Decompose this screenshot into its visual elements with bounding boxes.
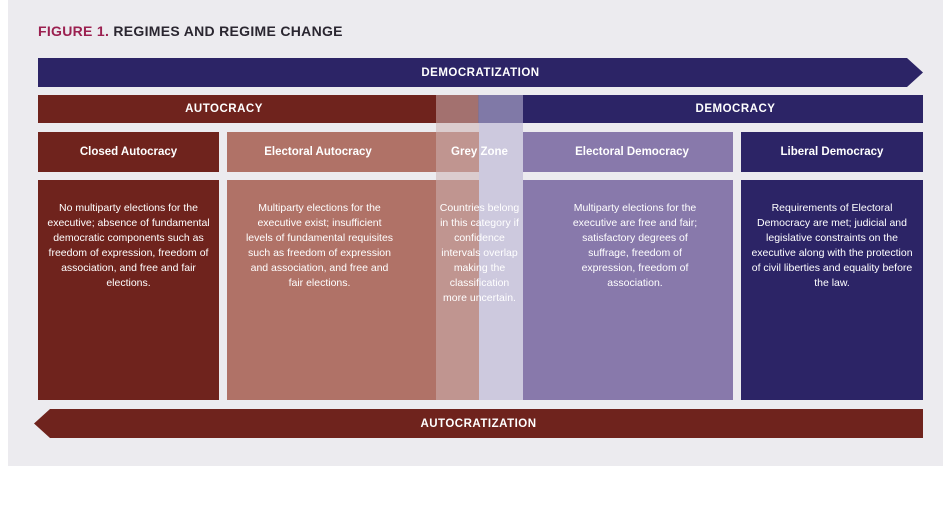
- closed-autocracy-title: Closed Autocracy: [79, 146, 178, 158]
- autocratization-label: AUTOCRATIZATION: [420, 417, 537, 430]
- grey-zone-overlay: [436, 95, 523, 400]
- democracy-band: DEMOCRACY: [478, 95, 923, 123]
- electoral-democracy-header: Electoral Democracy: [523, 132, 733, 172]
- closed-autocracy-header: Closed Autocracy: [38, 132, 219, 172]
- grey-zone-right-half: [479, 95, 523, 400]
- autocratization-arrow: AUTOCRATIZATION: [34, 409, 923, 438]
- democratization-label: DEMOCRATIZATION: [421, 66, 540, 79]
- electoral-autocracy-title: Electoral Autocracy: [264, 146, 372, 158]
- liberal-democracy-title: Liberal Democracy: [780, 146, 884, 158]
- figure-title-text: REGIMES AND REGIME CHANGE: [113, 23, 343, 39]
- grey-zone-header: Grey Zone: [436, 132, 523, 172]
- grey-zone-title: Grey Zone: [451, 146, 508, 158]
- democratization-arrow: DEMOCRATIZATION: [38, 58, 923, 87]
- electoral-democracy-title: Electoral Democracy: [575, 146, 689, 158]
- autocracy-band-label: AUTOCRACY: [185, 103, 263, 115]
- democracy-band-label: DEMOCRACY: [695, 103, 776, 115]
- electoral-democracy-description: Multiparty elections for the executive a…: [523, 180, 733, 400]
- grey-zone-left-half: [436, 95, 479, 400]
- figure-title: FIGURE 1. REGIMES AND REGIME CHANGE: [38, 23, 343, 39]
- figure-number: FIGURE 1.: [38, 23, 110, 39]
- grey-zone-description: Countries belong in this category if con…: [439, 202, 520, 304]
- liberal-democracy-description: Requirements of Electoral Democracy are …: [741, 180, 923, 400]
- liberal-democracy-header: Liberal Democracy: [741, 132, 923, 172]
- closed-autocracy-description: No multiparty elections for the executiv…: [38, 180, 219, 400]
